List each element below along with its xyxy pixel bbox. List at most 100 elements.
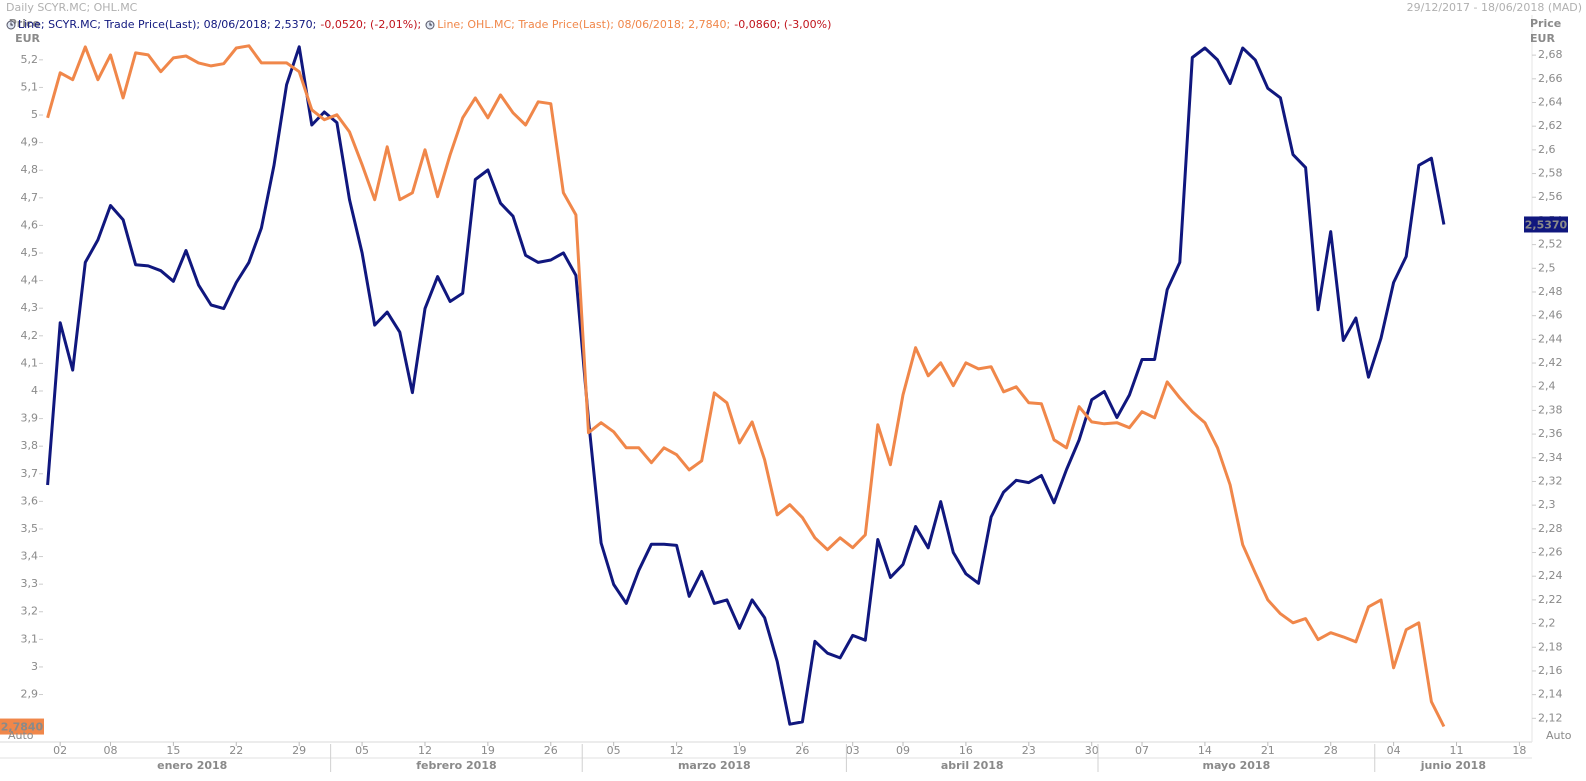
y2-tick-label: 2,64 <box>1538 96 1563 109</box>
last-value-label: 2,7840 <box>1 721 44 734</box>
legend-icon <box>6 20 16 29</box>
y-tick-label: 4,5 <box>21 246 39 259</box>
x-tick-label: 26 <box>544 744 558 757</box>
y2-tick-label: 2,36 <box>1538 427 1563 440</box>
y2-tick-label: 2,18 <box>1538 640 1563 653</box>
y2-axis-unit: EUR <box>1530 32 1555 45</box>
y-tick-label: 4,2 <box>21 329 39 342</box>
y2-tick-label: 2,12 <box>1538 711 1563 724</box>
y2-tick-label: 2,34 <box>1538 451 1563 464</box>
y2-tick-label: 2,3 <box>1538 498 1556 511</box>
auto-label: Auto <box>8 729 34 742</box>
y-tick-label: 3,3 <box>21 577 39 590</box>
y2-tick-label: 2,26 <box>1538 546 1563 559</box>
x-tick-label: 12 <box>418 744 432 757</box>
y2-tick-label: 2,2 <box>1538 617 1556 630</box>
series-line <box>46 44 1446 728</box>
y2-tick-label: 2,46 <box>1538 309 1563 322</box>
y-tick-label: 3,1 <box>21 632 39 645</box>
y2-tick-label: 2,6 <box>1538 143 1556 156</box>
y-tick-label: 4,4 <box>21 274 39 287</box>
y-tick-label: 4,6 <box>21 218 39 231</box>
y-tick-label: 3,4 <box>21 550 39 563</box>
month-label: junio 2018 <box>1420 759 1486 772</box>
y2-tick-label: 2,48 <box>1538 285 1563 298</box>
y2-axis-label: Price <box>1530 17 1561 30</box>
y-tick-label: 3 <box>31 660 38 673</box>
y-tick-label: 5,1 <box>21 80 39 93</box>
y-tick-label: 5 <box>31 108 38 121</box>
y-tick-label: 4,7 <box>21 191 39 204</box>
x-tick-label: 04 <box>1387 744 1401 757</box>
x-tick-label: 26 <box>795 744 809 757</box>
last-value-badge <box>0 718 44 735</box>
y2-tick-label: 2,56 <box>1538 190 1563 203</box>
y2-tick-label: 2,28 <box>1538 522 1563 535</box>
last-value-label: 2,5370 <box>1525 218 1568 231</box>
y-tick-label: 3,2 <box>21 605 39 618</box>
x-tick-label: 30 <box>1085 744 1099 757</box>
y2-tick-label: 2,24 <box>1538 569 1563 582</box>
y-tick-label: 3,5 <box>21 522 39 535</box>
y2-tick-label: 2,38 <box>1538 403 1563 416</box>
y-tick-label: 4,1 <box>21 356 39 369</box>
legend: Line; SCYR.MC; Trade Price(Last); 08/06/… <box>6 18 835 31</box>
month-label: mayo 2018 <box>1203 759 1271 772</box>
x-tick-label: 02 <box>53 744 67 757</box>
x-tick-label: 08 <box>103 744 117 757</box>
x-tick-label: 05 <box>355 744 369 757</box>
x-tick-label: 19 <box>732 744 746 757</box>
chart-title: Daily SCYR.MC; OHL.MC <box>6 1 138 14</box>
y-tick-label: 3,7 <box>21 467 39 480</box>
x-tick-label: 19 <box>481 744 495 757</box>
legend-entry: Line; SCYR.MC; Trade Price(Last); 08/06/… <box>18 18 317 31</box>
y2-tick-label: 2,42 <box>1538 356 1563 369</box>
month-label: abril 2018 <box>941 759 1004 772</box>
y-axis-unit: EUR <box>15 32 40 45</box>
x-tick-label: 03 <box>846 744 860 757</box>
legend-change: -0,0520; (-2,01%); <box>320 18 422 31</box>
y-tick-label: 5,2 <box>21 53 39 66</box>
y-tick-label: 3,8 <box>21 439 39 452</box>
y2-tick-label: 2,16 <box>1538 664 1563 677</box>
x-tick-label: 11 <box>1450 744 1464 757</box>
x-tick-label: 05 <box>607 744 621 757</box>
y2-tick-label: 2,22 <box>1538 593 1563 606</box>
y2-tick-label: 2,52 <box>1538 238 1563 251</box>
legend-icon <box>425 20 435 29</box>
y-tick-label: 3,9 <box>21 412 39 425</box>
y2-tick-label: 2,32 <box>1538 474 1563 487</box>
month-label: marzo 2018 <box>678 759 751 772</box>
y-tick-label: 4,9 <box>21 136 39 149</box>
y2-tick-label: 2,5 <box>1538 261 1556 274</box>
y2-tick-label: 2,62 <box>1538 119 1563 132</box>
y-axis-label: Price <box>9 17 40 30</box>
x-tick-label: 22 <box>229 744 243 757</box>
x-tick-label: 18 <box>1512 744 1526 757</box>
legend-change: -0,0860; (-3,00%) <box>734 18 832 31</box>
legend-entry: Line; OHL.MC; Trade Price(Last); 08/06/2… <box>437 18 731 31</box>
x-tick-label: 21 <box>1261 744 1275 757</box>
x-tick-label: 29 <box>292 744 306 757</box>
y2-tick-label: 2,58 <box>1538 167 1563 180</box>
y2-tick-label: 2,4 <box>1538 380 1556 393</box>
y-tick-label: 3,6 <box>21 494 39 507</box>
y-tick-label: 4 <box>31 384 38 397</box>
y2-tick-label: 2,14 <box>1538 688 1563 701</box>
x-tick-label: 28 <box>1324 744 1338 757</box>
y-tick-label: 2,9 <box>21 688 39 701</box>
y-tick-label: 4,8 <box>21 163 39 176</box>
x-tick-label: 23 <box>1022 744 1036 757</box>
last-value-badge <box>1524 216 1568 233</box>
date-range: 29/12/2017 - 18/06/2018 (MAD) <box>1406 1 1582 14</box>
x-tick-label: 07 <box>1135 744 1149 757</box>
auto-label: Auto <box>1546 729 1572 742</box>
y2-tick-label: 2,44 <box>1538 332 1563 345</box>
x-tick-label: 12 <box>670 744 684 757</box>
y-tick-label: 4,3 <box>21 301 39 314</box>
y2-tick-label: 2,68 <box>1538 48 1563 61</box>
y2-tick-label: 2,66 <box>1538 72 1563 85</box>
x-tick-label: 09 <box>896 744 910 757</box>
